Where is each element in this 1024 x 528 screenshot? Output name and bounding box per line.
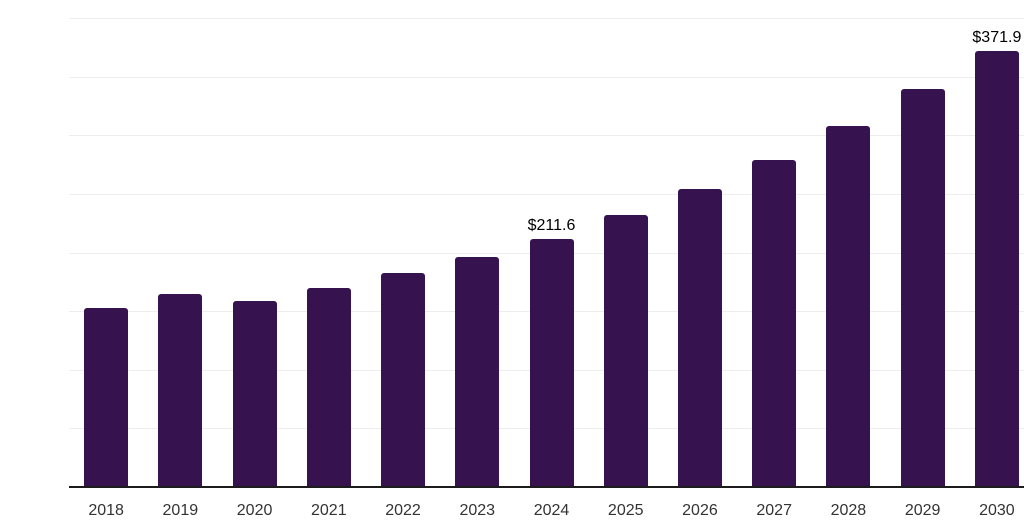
x-tick-label-2024: 2024 — [533, 502, 570, 519]
bar-2026 — [677, 188, 722, 487]
bar-2022 — [381, 273, 426, 487]
gridline — [69, 135, 1024, 137]
bar-2025 — [603, 214, 648, 487]
bar-2021 — [306, 287, 351, 487]
bar-2020 — [232, 301, 277, 487]
x-tick-label-2028: 2028 — [830, 502, 867, 519]
bar-2027 — [752, 159, 797, 487]
data-label-2024: $211.6 — [527, 216, 576, 234]
gridline — [69, 76, 1024, 78]
x-tick-label-2026: 2026 — [682, 502, 718, 519]
x-tick-label-2030: 2030 — [979, 502, 1015, 519]
bar-2018 — [84, 307, 129, 487]
x-tick-label-2019: 2019 — [162, 502, 199, 519]
bar-2028 — [826, 125, 871, 487]
x-tick-label-2027: 2027 — [756, 502, 792, 519]
bar-2030 — [974, 50, 1019, 487]
data-label-2030: $371.9 — [972, 28, 1022, 46]
bar-2019 — [158, 294, 203, 487]
x-tick-label-2023: 2023 — [459, 502, 496, 519]
gridline — [69, 17, 1024, 19]
x-tick-label-2029: 2029 — [904, 502, 941, 519]
x-tick-label-2022: 2022 — [385, 502, 421, 519]
bar-2023 — [455, 257, 500, 487]
x-tick-label-2018: 2018 — [88, 502, 124, 519]
gridline — [69, 193, 1024, 195]
x-tick-label-2021: 2021 — [311, 502, 347, 519]
x-tick-label-2025: 2025 — [607, 502, 644, 519]
x-axis-line — [69, 486, 1024, 488]
bar-2024 — [529, 238, 574, 487]
x-tick-label-2020: 2020 — [236, 502, 273, 519]
bar-2029 — [900, 88, 945, 487]
bar-chart: 2018 2019 2020 2021 2022 2023 2024 2025 2026 2027… — [40, 16, 1024, 528]
